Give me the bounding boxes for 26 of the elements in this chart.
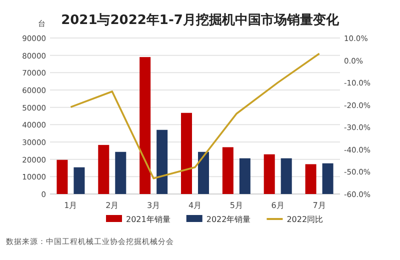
bar <box>198 152 209 194</box>
x-tick-label: 4月 <box>188 201 202 210</box>
x-tick-label: 6月 <box>271 201 284 210</box>
bar <box>74 167 85 194</box>
x-tick-label: 2月 <box>106 201 119 210</box>
bar <box>98 144 110 194</box>
x-tick-label: 3月 <box>147 201 160 210</box>
bar <box>239 158 250 194</box>
bar <box>322 163 334 194</box>
x-tick-label: 5月 <box>230 201 243 210</box>
legend-label: 2021年销量 <box>126 215 170 224</box>
x-tick-label: 1月 <box>64 201 78 210</box>
bar <box>140 57 151 194</box>
bar <box>115 152 126 194</box>
bar <box>264 154 275 194</box>
legend-label: 2022年销量 <box>206 215 251 224</box>
bar <box>181 112 192 194</box>
legend-label: 2022同比 <box>286 215 324 224</box>
line-series <box>70 52 320 180</box>
x-tick-label: 7月 <box>312 201 326 210</box>
bar <box>56 160 68 194</box>
bar <box>280 158 292 194</box>
chart-title: 2021与2022年1-7月挖掘机中国市场销量变化 <box>61 12 340 28</box>
bar <box>156 130 168 194</box>
bar <box>305 164 316 194</box>
bar <box>222 147 234 194</box>
